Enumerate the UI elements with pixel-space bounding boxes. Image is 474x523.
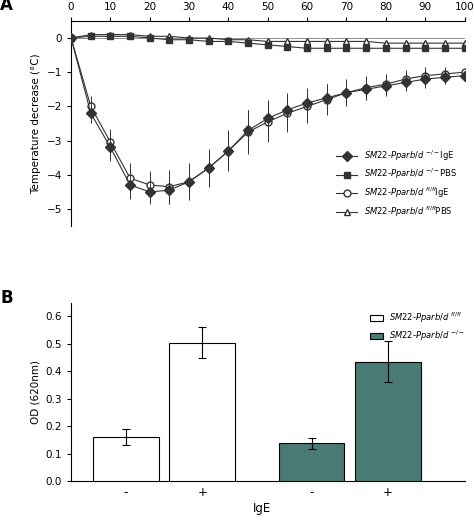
Legend: $SM22$-$Pparb/d$ $^{fl/fl}$, $SM22$-$Pparb/d$ $^{-/-}$: $SM22$-$Pparb/d$ $^{fl/fl}$, $SM22$-$Ppa… (367, 307, 468, 347)
Y-axis label: OD (620nm): OD (620nm) (30, 360, 40, 424)
Y-axis label: Temperature decrease (°C): Temperature decrease (°C) (31, 53, 41, 194)
Bar (279, 444, 344, 481)
Legend: $SM22$-$Pparb/d$ $^{-/-}$IgE, $SM22$-$Pparb/d$ $^{-/-}$PBS, $SM22$-$Pparb/d$ $^{: $SM22$-$Pparb/d$ $^{-/-}$IgE, $SM22$-$Pp… (333, 145, 460, 222)
Bar (355, 362, 421, 481)
Text: IgE: IgE (253, 502, 272, 515)
Text: B: B (0, 289, 13, 306)
Bar (93, 437, 158, 481)
Bar (169, 343, 235, 481)
Text: A: A (0, 0, 13, 14)
